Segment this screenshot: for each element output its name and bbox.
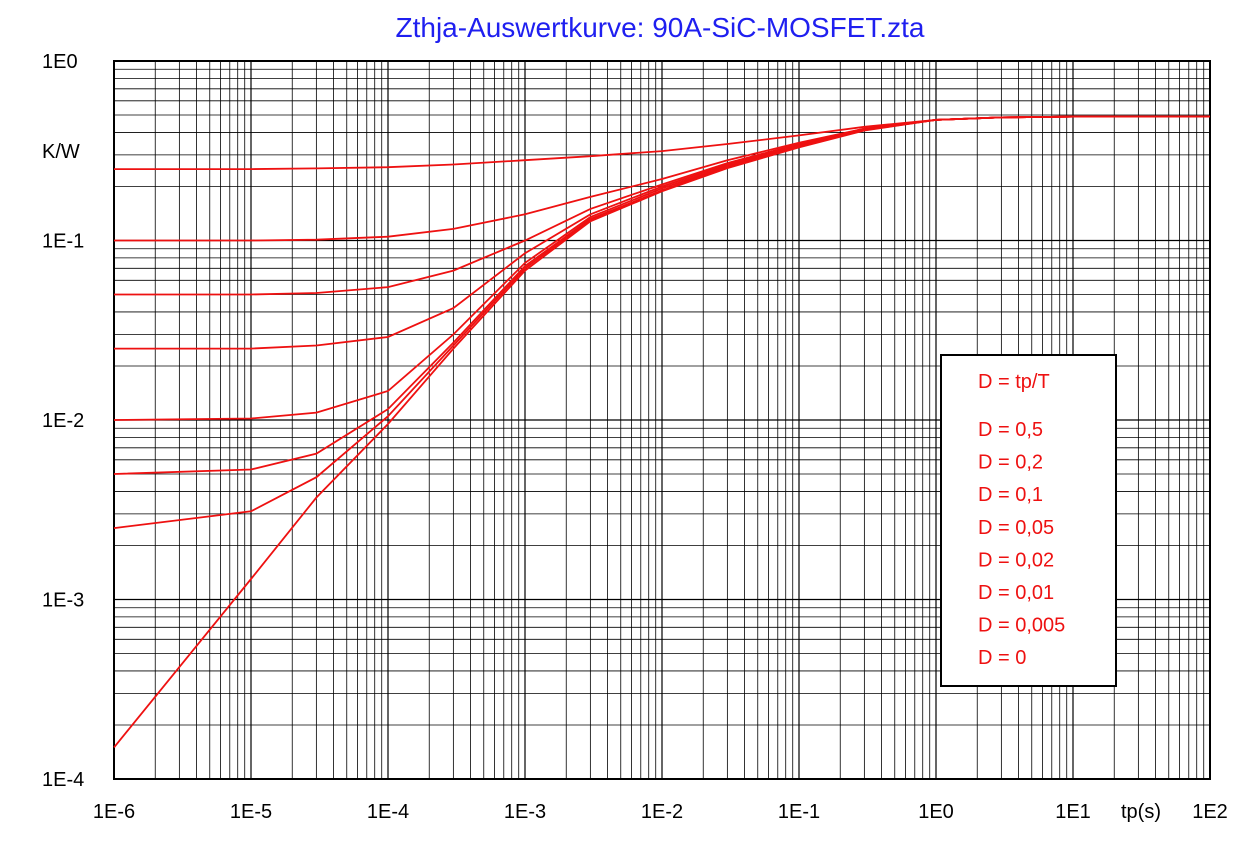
- legend-entry: D = 0,02: [978, 549, 1054, 571]
- legend-entry: D = 0,5: [978, 419, 1043, 441]
- grid: [113, 61, 1210, 780]
- y-tick-label: 1E0: [42, 51, 78, 73]
- legend-header: D = tp/T: [978, 371, 1050, 393]
- x-axis-label: tp(s): [1121, 801, 1161, 823]
- y-axis-label: K/W: [42, 141, 80, 163]
- y-tick-label: 1E-4: [42, 769, 84, 791]
- legend-entry: D = 0,005: [978, 615, 1065, 637]
- legend: D = tp/T D = 0,5D = 0,2D = 0,1D = 0,05D …: [940, 354, 1117, 687]
- series-lines: [113, 115, 1210, 748]
- axis-labels: 1E-6 1E-5 1E-4 1E-3 1E-2 1E-1 1E0 1E1 1E2 1E-4 1E-…: [42, 51, 1228, 823]
- legend-box: [940, 354, 1117, 687]
- x-tick-label: 1E2: [1192, 801, 1228, 823]
- x-tick-label: 1E-2: [641, 801, 683, 823]
- legend-entry: D = 0,1: [978, 484, 1043, 506]
- legend-entry: D = 0,05: [978, 517, 1054, 539]
- y-tick-label: 1E-2: [42, 410, 84, 432]
- legend-entry: D = 0: [978, 647, 1026, 669]
- x-tick-label: 1E0: [918, 801, 954, 823]
- chart-title: Zthja-Auswertkurve: 90A-SiC-MOSFET.zta: [395, 12, 924, 43]
- legend-entries: D = 0,5 D = 0,2 D = 0,1 D = 0,05 D = 0,02 D =…: [978, 419, 1065, 669]
- legend-entry: D = 0,2: [978, 452, 1043, 474]
- x-tick-label: 1E-6: [93, 801, 135, 823]
- x-tick-label: 1E-1: [778, 801, 820, 823]
- x-tick-label: 1E-3: [504, 801, 546, 823]
- y-tick-label: 1E-1: [42, 231, 84, 253]
- y-tick-label: 1E-3: [42, 590, 84, 612]
- x-tick-label: 1E-4: [367, 801, 409, 823]
- series-line-8: [113, 115, 1210, 748]
- x-tick-label: 1E1: [1055, 801, 1091, 823]
- legend-entry: D = 0,01: [978, 582, 1054, 604]
- x-tick-label: 1E-5: [230, 801, 272, 823]
